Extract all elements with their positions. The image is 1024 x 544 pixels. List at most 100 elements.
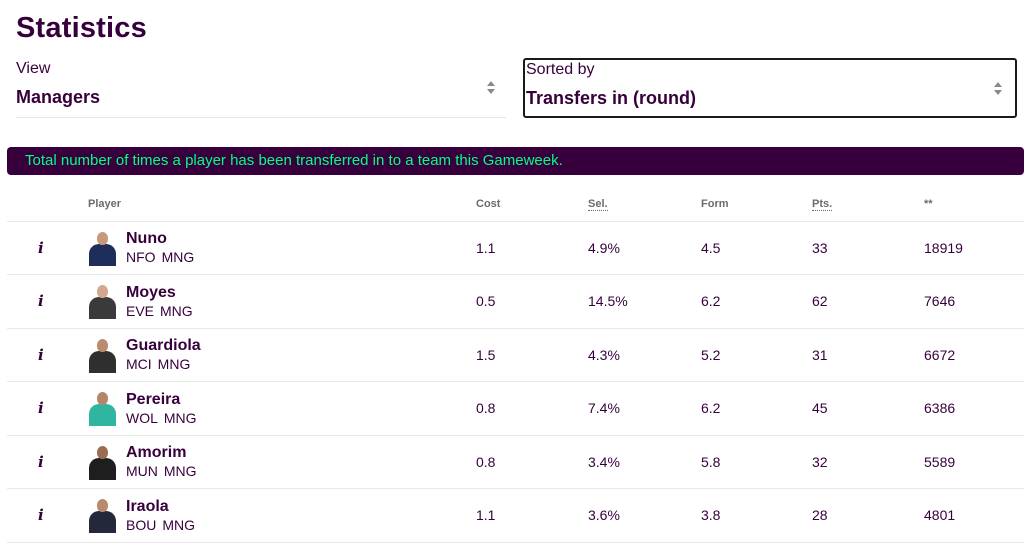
player-meta: EVE MNG [126, 302, 193, 320]
player-avatar [88, 230, 117, 266]
transfers-in-cell: 7646 [924, 274, 1024, 328]
player-meta: NFO MNG [126, 248, 194, 266]
table-row[interactable]: i Pereira WOL MNG 0.8 7.4% 6.2 45 6386 [7, 381, 1024, 435]
sort-select[interactable]: Sorted by Transfers in (round) [523, 58, 1017, 118]
selected-cell: 4.3% [588, 327, 701, 382]
player-name[interactable]: Nuno [126, 230, 167, 248]
player-avatar [88, 283, 117, 320]
info-icon[interactable]: i [38, 506, 44, 525]
header-selected: Sel. [588, 190, 701, 221]
form-cell: 6.2 [701, 381, 812, 435]
player-team: EVE [126, 302, 155, 319]
view-select[interactable]: View Managers [16, 58, 506, 118]
header-selected-label: Sel. [588, 198, 608, 212]
stats-table: Player Cost Sel. Form Pts. ** i Nuno NFO… [7, 190, 1024, 543]
transfers-in-cell: 5589 [924, 434, 1024, 489]
cost-cell: 1.1 [476, 488, 588, 543]
table-row[interactable]: i Iraola BOU MNG 1.1 3.6% 3.8 28 4801 [7, 488, 1024, 543]
player-position: MNG [163, 409, 197, 426]
stat-description-banner: Total number of times a player has been … [7, 147, 1024, 175]
player-team: NFO [126, 249, 156, 266]
form-cell: 5.8 [701, 434, 812, 489]
transfers-in-cell: 6672 [924, 327, 1024, 382]
player-position: MNG [161, 249, 195, 266]
transfers-in-cell: 4801 [924, 488, 1024, 543]
info-cell: i [7, 381, 88, 435]
table-row[interactable]: i Moyes EVE MNG 0.5 14.5% 6.2 62 7646 [7, 274, 1024, 328]
points-cell: 45 [812, 381, 924, 435]
header-points: Pts. [812, 190, 924, 221]
player-meta: MUN MNG [126, 462, 197, 480]
table-row[interactable]: i Nuno NFO MNG 1.1 4.9% 4.5 33 18919 [7, 220, 1024, 275]
form-cell: 3.8 [701, 488, 812, 543]
select-arrows-icon [486, 80, 496, 96]
header-cost: Cost [476, 198, 501, 211]
view-select-label: View [16, 60, 51, 77]
player-position: MNG [162, 516, 196, 533]
info-icon[interactable]: i [38, 399, 44, 418]
table-row[interactable]: i Amorim MUN MNG 0.8 3.4% 5.8 32 5589 [7, 434, 1024, 489]
form-cell: 5.2 [701, 327, 812, 382]
player-name[interactable]: Amorim [126, 444, 187, 462]
form-cell: 4.5 [701, 220, 812, 275]
points-cell: 31 [812, 327, 924, 382]
table-header-row: Player Cost Sel. Form Pts. ** [7, 190, 1024, 221]
player-team: BOU [126, 516, 157, 533]
sort-select-label: Sorted by [526, 61, 595, 78]
player-name[interactable]: Moyes [126, 283, 176, 301]
info-cell: i [7, 327, 88, 382]
player-position: MNG [163, 463, 197, 480]
form-cell: 6.2 [701, 274, 812, 328]
player-cell: Nuno NFO MNG [88, 220, 476, 275]
cost-cell: 0.5 [476, 274, 588, 328]
cost-cell: 0.8 [476, 434, 588, 489]
player-avatar [88, 337, 117, 373]
info-cell: i [7, 488, 88, 543]
selected-cell: 14.5% [588, 274, 701, 328]
selected-cell: 4.9% [588, 220, 701, 275]
player-cell: Iraola BOU MNG [88, 488, 476, 543]
table-row[interactable]: i Guardiola MCI MNG 1.5 4.3% 5.2 31 6672 [7, 327, 1024, 382]
player-position: MNG [157, 356, 191, 373]
info-icon[interactable]: i [38, 292, 44, 311]
info-cell: i [7, 220, 88, 275]
page-title: Statistics [16, 12, 147, 44]
player-meta: MCI MNG [126, 355, 201, 373]
selected-cell: 3.6% [588, 488, 701, 543]
player-team: MUN [126, 463, 158, 480]
points-cell: 33 [812, 220, 924, 275]
info-icon[interactable]: i [38, 452, 44, 471]
sort-select-value[interactable]: Transfers in (round) [526, 88, 697, 108]
player-name[interactable]: Guardiola [126, 337, 201, 355]
player-team: WOL [126, 409, 158, 426]
player-position: MNG [160, 302, 193, 319]
cost-cell: 1.5 [476, 327, 588, 382]
player-name[interactable]: Pereira [126, 390, 181, 408]
cost-cell: 0.8 [476, 381, 588, 435]
info-icon[interactable]: i [38, 238, 44, 257]
select-arrows-icon [993, 81, 1003, 97]
player-avatar [88, 497, 117, 534]
info-icon[interactable]: i [38, 345, 44, 364]
player-cell: Pereira WOL MNG [88, 381, 476, 435]
header-points-label: Pts. [812, 198, 833, 212]
player-name[interactable]: Iraola [126, 497, 169, 515]
player-cell: Amorim MUN MNG [88, 434, 476, 489]
points-cell: 32 [812, 434, 924, 489]
header-stat: ** [924, 198, 933, 211]
transfers-in-cell: 6386 [924, 381, 1024, 435]
player-team: MCI [126, 356, 152, 373]
info-cell: i [7, 434, 88, 489]
cost-cell: 1.1 [476, 220, 588, 275]
player-meta: BOU MNG [126, 516, 195, 534]
header-player: Player [88, 198, 122, 211]
info-cell: i [7, 274, 88, 328]
header-form: Form [701, 198, 729, 211]
player-avatar [88, 444, 117, 480]
points-cell: 62 [812, 274, 924, 328]
transfers-in-cell: 18919 [924, 220, 1024, 275]
selected-cell: 3.4% [588, 434, 701, 489]
header-info [7, 190, 88, 221]
player-cell: Guardiola MCI MNG [88, 327, 476, 382]
view-select-value[interactable]: Managers [16, 87, 101, 107]
